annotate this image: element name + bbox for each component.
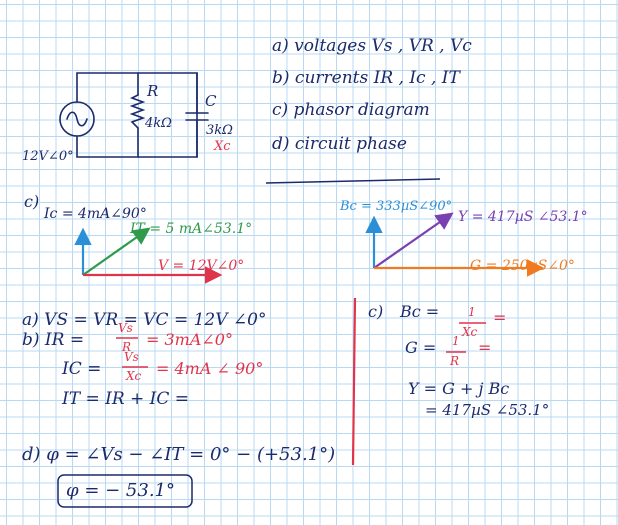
question-c: c) phasor diagram <box>272 100 430 120</box>
question-d: d) circuit phase <box>272 134 407 154</box>
answer-c-bc-prefix: Bc = <box>400 302 440 321</box>
answer-b-ic-denominator: Xc <box>126 369 142 383</box>
it-phasor-arrow <box>82 227 151 276</box>
question-b: b) currents IR , Ic , IT <box>272 68 460 88</box>
bc-phasor-label: Bc = 333µS∠90° <box>340 199 453 214</box>
answer-d-equation: d) φ = ∠Vs − ∠IT = 0° − (+53.1°) <box>22 444 336 465</box>
answer-b-ir-result: = 3mA∠0° <box>146 330 233 349</box>
ic-phasor-label: Ic = 4mA∠90° <box>44 206 147 222</box>
answer-b-ic-numerator: Vs <box>124 350 139 364</box>
answer-b-ic-prefix: IC = <box>62 359 102 379</box>
answer-b-it: IT = IR + IC = <box>62 389 190 409</box>
circuit-wire-outer <box>76 72 198 158</box>
answer-a: a) VS = VR = VC = 12V ∠0° <box>22 310 267 330</box>
capacitor-label: C <box>205 92 217 110</box>
part-c-label: c) <box>24 192 40 211</box>
questions-underline <box>265 178 441 184</box>
answer-c-g-prefix: G = <box>405 338 437 357</box>
final-answer-box <box>57 474 193 508</box>
y-phasor-label: Y = 417µS ∠53.1° <box>458 209 588 225</box>
g-phasor-label: G = 250µS∠0° <box>470 258 575 274</box>
answer-c-y-formula: Y = G + j Bc <box>408 379 510 398</box>
it-phasor-label: IT = 5 mA∠53.1° <box>130 221 253 237</box>
ac-sine-icon <box>66 111 88 127</box>
answer-b-ir-denominator: R <box>122 340 132 354</box>
source-label: 12V∠0° <box>22 149 74 164</box>
resistor-symbol <box>129 94 146 129</box>
question-a: a) voltages Vs , VR , Vc <box>272 36 472 56</box>
answer-c-g-numerator: 1 <box>452 334 460 348</box>
answer-b-ir-numerator: Vs <box>118 321 133 335</box>
answer-c-bc-denominator: Xc <box>462 325 478 339</box>
section-divider <box>351 297 357 466</box>
answer-d-result: φ = − 53.1° <box>66 480 176 501</box>
resistor-label: R <box>147 82 159 100</box>
resistor-value: 4kΩ <box>145 116 172 131</box>
answer-c-y-result: = 417µS ∠53.1° <box>425 401 550 419</box>
answer-b-ir-prefix: b) IR = <box>22 330 85 350</box>
answer-c-label: c) <box>368 302 384 321</box>
answer-c-bc-suffix: = <box>493 308 507 327</box>
ac-source-symbol <box>59 101 95 137</box>
answer-b-ic-result: = 4mA ∠ 90° <box>156 359 264 378</box>
capacitor-reactance-label: Xc <box>214 139 231 154</box>
answer-c-g-denominator: R <box>450 354 460 368</box>
capacitor-value: 3kΩ <box>206 123 233 138</box>
answer-c-bc-numerator: 1 <box>468 305 476 319</box>
answer-c-g-suffix: = <box>478 338 492 357</box>
y-phasor-arrow <box>373 212 454 269</box>
v-phasor-label: V = 12V∠0° <box>158 258 245 274</box>
